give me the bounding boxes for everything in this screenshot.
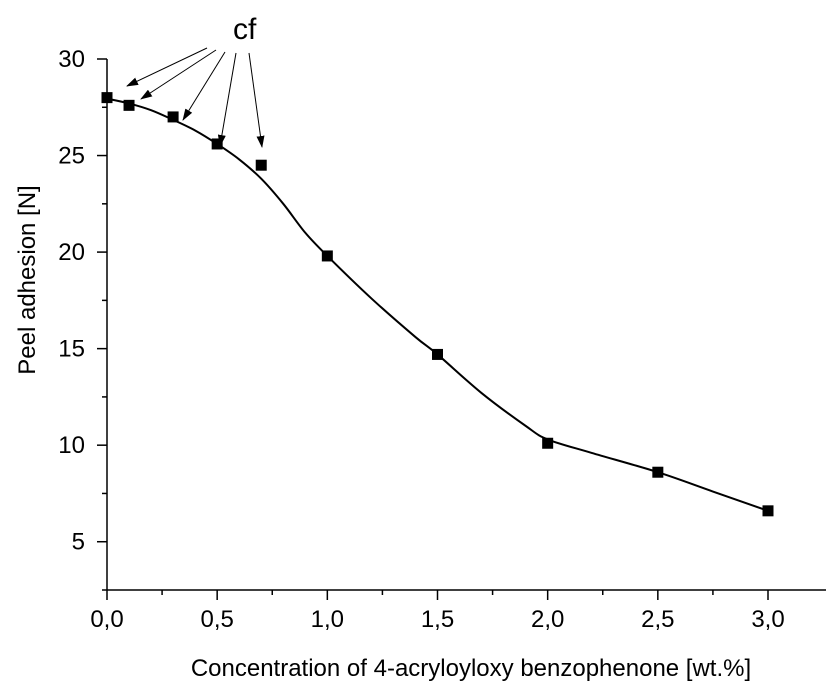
annotation-arrow	[182, 51, 226, 121]
data-point	[542, 437, 554, 449]
annotation-label: cf	[233, 13, 257, 46]
x-axis-title: Concentration of 4-acryloyloxy benzophen…	[191, 655, 751, 682]
x-tick-label: 2,0	[531, 606, 564, 633]
annotation-arrow	[126, 47, 208, 87]
data-point	[123, 99, 135, 111]
x-ticks: 0,0 0,5 1,0 1,5 2,0 2,5 3,0	[90, 590, 785, 633]
y-tick-label: 30	[58, 46, 85, 73]
data-point	[255, 159, 267, 171]
x-tick-label: 0,0	[90, 606, 123, 633]
x-tick-label: 3,0	[751, 606, 784, 633]
x-tick-label: 1,0	[311, 606, 344, 633]
data-point	[211, 138, 223, 150]
annotation-arrow	[140, 49, 217, 100]
data-point	[321, 250, 333, 262]
data-point	[167, 111, 179, 123]
y-axis-title: Peel adhesion [N]	[14, 185, 41, 374]
data-point	[101, 92, 113, 104]
data-point	[652, 466, 664, 478]
annotation-arrow	[217, 52, 237, 147]
cf-annotation: cf	[126, 13, 265, 148]
y-tick-label: 20	[58, 239, 85, 266]
axes	[106, 59, 826, 591]
y-tick-label: 10	[58, 432, 85, 459]
x-tick-label: 2,5	[641, 606, 674, 633]
data-markers	[101, 92, 774, 517]
x-tick-label: 1,5	[421, 606, 454, 633]
x-tick-label: 0,5	[200, 606, 233, 633]
fit-curve	[106, 97, 769, 512]
y-ticks: 5 10 15 20 25 30	[58, 46, 107, 591]
data-point	[432, 348, 443, 360]
data-point	[762, 505, 774, 517]
y-tick-label: 15	[58, 336, 85, 363]
y-tick-label: 25	[58, 143, 85, 170]
annotation-arrow	[248, 52, 265, 148]
y-tick-label: 5	[72, 529, 85, 556]
